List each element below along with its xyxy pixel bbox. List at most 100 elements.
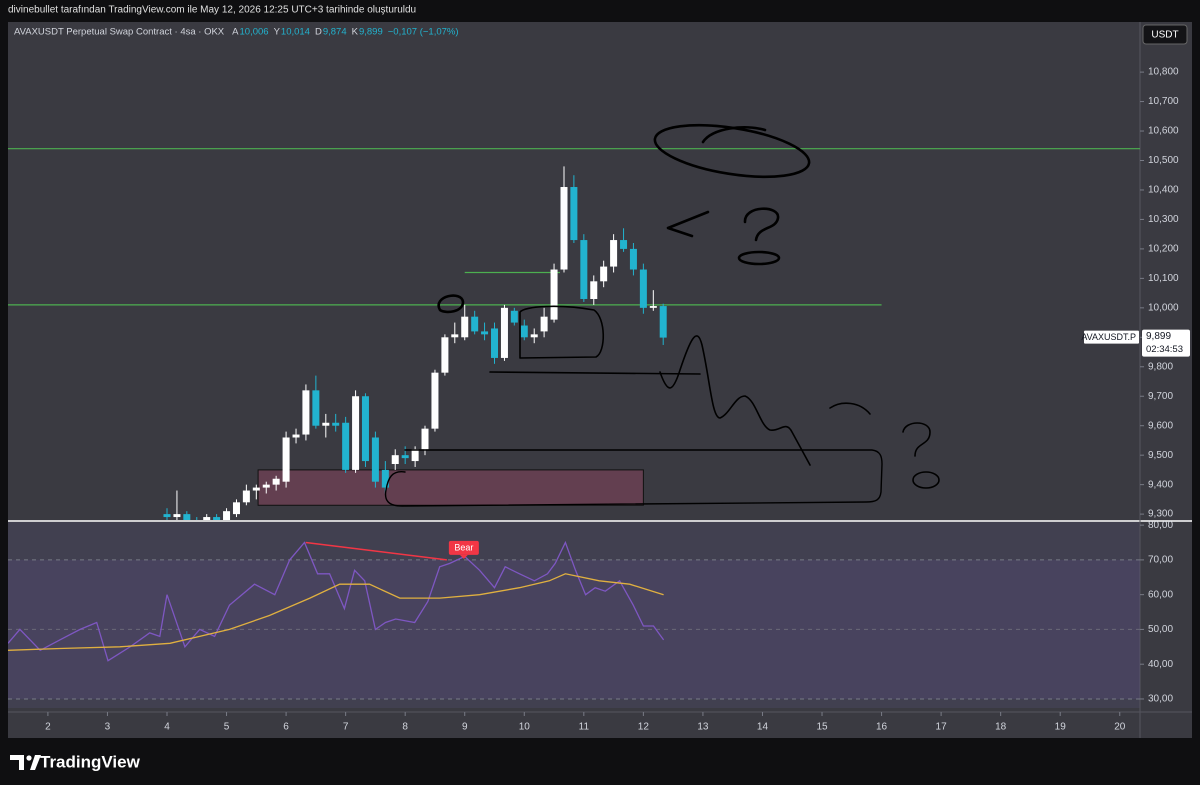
x-tick-label: 17 <box>936 722 948 733</box>
currency[interactable]: USDT <box>1151 30 1178 41</box>
candle-body <box>451 334 459 338</box>
zone <box>257 469 644 506</box>
brand: TradingView <box>40 752 141 771</box>
candle-body <box>471 316 479 332</box>
drawing <box>659 335 811 466</box>
y-tick-label: 10,200 <box>1148 244 1179 255</box>
ohlc-value: 10,014 <box>281 27 310 38</box>
candle-body <box>242 490 250 503</box>
logo <box>10 755 24 770</box>
candle-body <box>590 281 598 299</box>
candle-body <box>639 269 647 308</box>
x-tick-label: 8 <box>402 722 408 733</box>
last-price-box <box>1142 329 1190 357</box>
x-tick-label: 20 <box>1114 722 1126 733</box>
logo <box>26 755 32 761</box>
currency-button[interactable] <box>1142 24 1188 45</box>
footer: TradingView <box>10 752 141 771</box>
change: −0,107 (−1,07%) <box>388 27 459 38</box>
candle-body <box>322 422 330 426</box>
x-tick-label: 13 <box>697 722 709 733</box>
x-tick-label: 10 <box>519 722 531 733</box>
candle-body <box>411 449 419 462</box>
y-tick-label: 10,300 <box>1148 214 1179 225</box>
candle-body <box>461 316 469 338</box>
y-tick-label: 10,400 <box>1148 185 1179 196</box>
y-tick-label: 70,00 <box>1148 555 1173 566</box>
ohlc-value: 9,874 <box>323 27 347 38</box>
x-tick-label: 14 <box>757 722 769 733</box>
drawing <box>902 422 931 457</box>
x-tick-label: 11 <box>579 722 590 733</box>
header-title: divinebullet tarafından TradingView.com … <box>8 5 416 16</box>
y-tick-label: 10,800 <box>1148 67 1179 78</box>
candle-body <box>213 517 221 520</box>
candle-body <box>620 240 628 249</box>
symbol-label: AVAXUSDT.P <box>1081 332 1136 342</box>
drawing <box>489 371 701 375</box>
x-tick-label: 6 <box>283 722 289 733</box>
y-tick-label: 10,600 <box>1148 126 1179 137</box>
y-tick-label: 50,00 <box>1148 624 1173 635</box>
logo <box>30 755 41 770</box>
y-tick-label: 9,500 <box>1148 450 1173 461</box>
drawing <box>666 210 710 238</box>
y-tick-label: 80,00 <box>1148 520 1173 531</box>
symbol-label-box <box>1084 330 1139 344</box>
x-tick-label: 5 <box>224 722 230 733</box>
y-tick-label: 10,100 <box>1148 273 1179 284</box>
drawing <box>437 294 465 314</box>
drawing <box>701 126 767 144</box>
x-tick-label: 7 <box>343 722 349 733</box>
candle-body <box>232 502 240 515</box>
candle-body <box>361 396 369 462</box>
y-tick-label: 9,800 <box>1148 361 1173 372</box>
candle-body <box>173 514 181 518</box>
y-tick-label: 10,500 <box>1148 155 1179 166</box>
candle-body <box>421 428 429 450</box>
candle-body <box>282 437 290 482</box>
candle-body <box>580 240 588 299</box>
y-tick-label: 9,400 <box>1148 479 1173 490</box>
symbol: AVAXUSDT Perpetual Swap Contract · 4sa ·… <box>14 27 225 38</box>
ohlc-label: D <box>315 27 322 38</box>
candle-body <box>659 306 667 338</box>
ohlc-value: 9,899 <box>359 27 383 38</box>
annotation-box <box>448 540 479 555</box>
drawing <box>384 449 883 507</box>
drawing <box>912 471 940 489</box>
candle-body <box>600 266 608 282</box>
candle-body <box>510 310 518 323</box>
y-tick-label: 60,00 <box>1148 589 1173 600</box>
candle-body <box>431 372 439 429</box>
overlays <box>8 148 1140 506</box>
candle-body <box>530 334 538 338</box>
candle-body <box>610 240 618 267</box>
drawing <box>743 207 780 242</box>
candle-body <box>649 306 657 308</box>
candle-body <box>481 331 489 335</box>
y-tick-label: 9,300 <box>1148 509 1173 520</box>
candle-body <box>629 248 637 270</box>
x-tick-label: 12 <box>638 722 650 733</box>
drawings <box>384 123 940 507</box>
candle-body <box>302 390 310 435</box>
x-tick-label: 18 <box>995 722 1007 733</box>
candle-body <box>332 422 340 426</box>
candle-body <box>391 455 399 465</box>
x-tick-label: 2 <box>45 722 51 733</box>
candle-body <box>371 437 379 482</box>
annotation-label: Bear <box>454 542 473 552</box>
ohlc-label: A <box>232 27 239 38</box>
x-tick-label: 19 <box>1055 722 1067 733</box>
candle-body <box>203 517 211 520</box>
y-tick-label: 9,600 <box>1148 420 1173 431</box>
drawing <box>737 250 781 266</box>
last-price: 9,899 <box>1146 331 1171 342</box>
drawing <box>519 305 605 359</box>
candle-body <box>540 316 548 332</box>
candles <box>163 166 667 520</box>
drawing <box>829 402 871 415</box>
candle-body <box>560 187 568 270</box>
